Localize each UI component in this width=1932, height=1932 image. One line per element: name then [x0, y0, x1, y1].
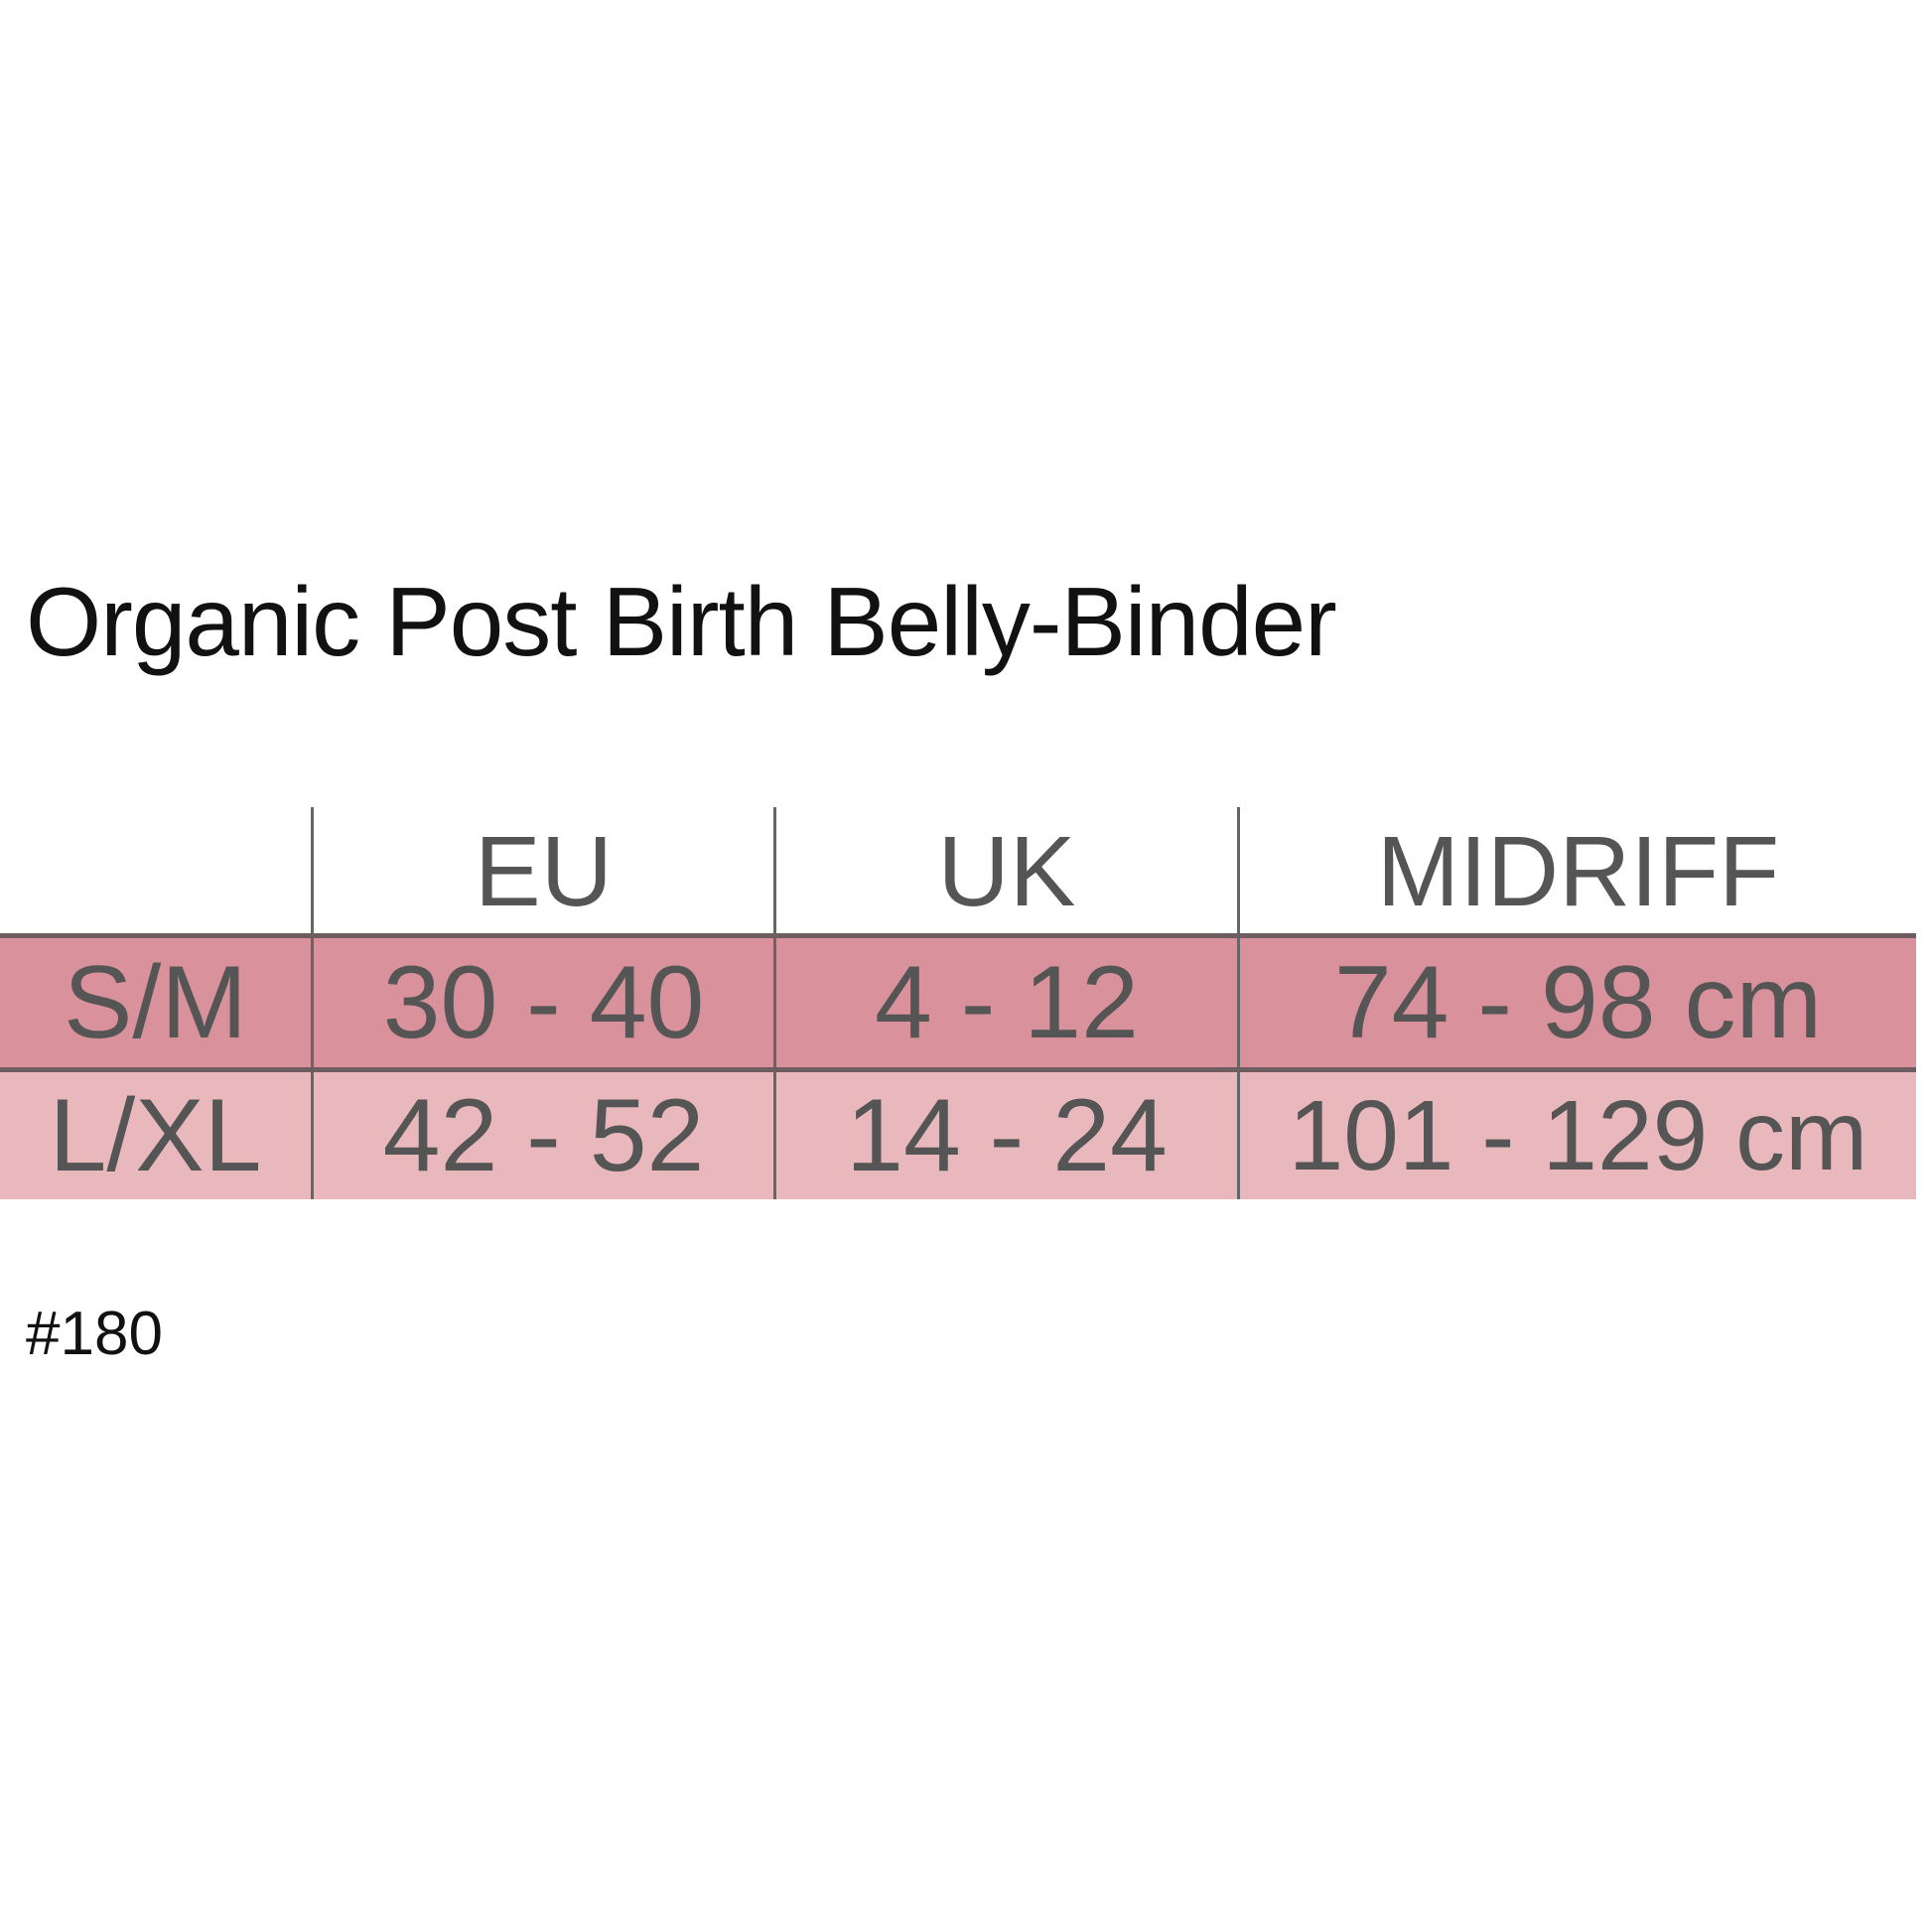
table-row: S/M 30 - 40 4 - 12 74 - 98 cm [0, 933, 1916, 1067]
uk-cell: 14 - 24 [773, 1072, 1237, 1199]
size-label: S/M [64, 944, 247, 1060]
uk-cell: 4 - 12 [773, 938, 1237, 1067]
eu-cell: 30 - 40 [311, 938, 773, 1067]
header-cell-eu: EU [311, 807, 773, 933]
header-cell-uk: UK [773, 807, 1237, 933]
size-label: L/XL [49, 1077, 262, 1193]
page-title: Organic Post Birth Belly-Binder [26, 567, 1337, 676]
midriff-cell: 101 - 129 cm [1237, 1072, 1916, 1199]
eu-cell: 42 - 52 [311, 1072, 773, 1199]
header-cell-midriff: MIDRIFF [1237, 807, 1916, 933]
header-cell-size [0, 807, 311, 933]
product-code: #180 [26, 1300, 163, 1368]
midriff-cell: 74 - 98 cm [1237, 938, 1916, 1067]
size-table: EU UK MIDRIFF S/M 30 - 40 4 - 12 74 - 98… [0, 807, 1916, 1199]
table-header-row: EU UK MIDRIFF [0, 807, 1916, 933]
table-row: L/XL 42 - 52 14 - 24 101 - 129 cm [0, 1067, 1916, 1199]
